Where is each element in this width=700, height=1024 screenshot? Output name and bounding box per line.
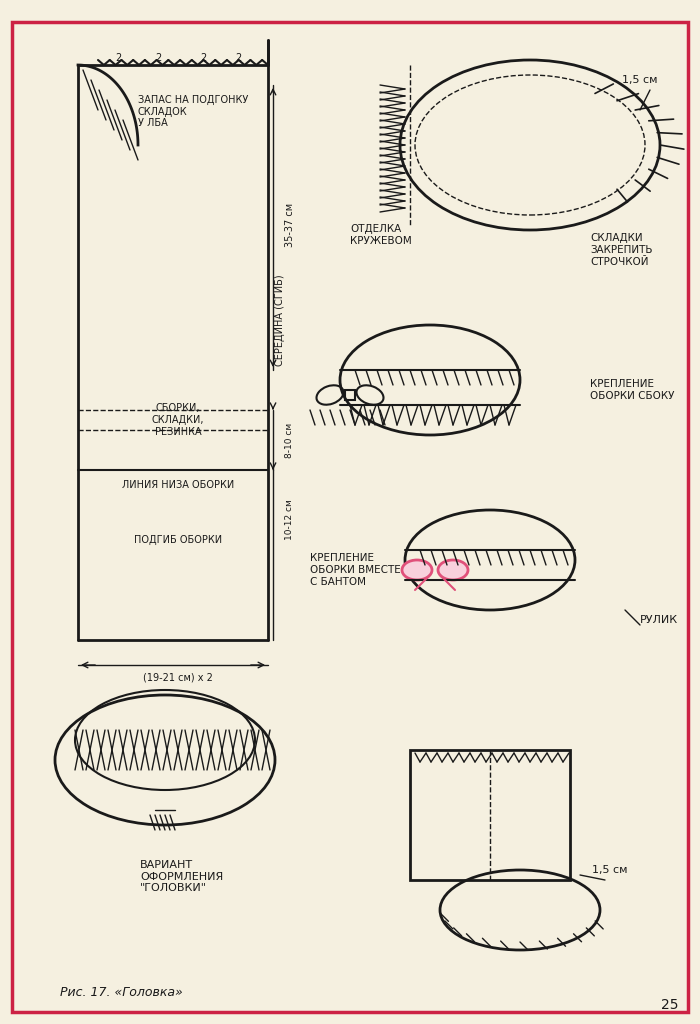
Ellipse shape xyxy=(402,560,432,580)
Text: ЗАПАС НА ПОДГОНКУ
СКЛАДОК
У ЛБА: ЗАПАС НА ПОДГОНКУ СКЛАДОК У ЛБА xyxy=(138,95,248,128)
Text: Рис. 17. «Головка»: Рис. 17. «Головка» xyxy=(60,985,183,998)
Text: РУЛИК: РУЛИК xyxy=(640,615,678,625)
Text: 1,5 см: 1,5 см xyxy=(592,865,628,874)
Text: 35-37 см: 35-37 см xyxy=(285,203,295,247)
Text: 8-10 см: 8-10 см xyxy=(286,422,295,458)
Text: 10-12 см: 10-12 см xyxy=(286,500,295,541)
Text: ЛИНИЯ НИЗА ОБОРКИ: ЛИНИЯ НИЗА ОБОРКИ xyxy=(122,480,234,490)
Text: 2: 2 xyxy=(200,53,206,63)
Text: ПОДГИБ ОБОРКИ: ПОДГИБ ОБОРКИ xyxy=(134,535,222,545)
Text: 1,5 см: 1,5 см xyxy=(622,75,658,85)
Text: 2: 2 xyxy=(115,53,121,63)
Text: СБОРКИ,
СКЛАДКИ,
РЕЗИНКА: СБОРКИ, СКЛАДКИ, РЕЗИНКА xyxy=(152,403,204,436)
Text: ОТДЕЛКА
КРУЖЕВОМ: ОТДЕЛКА КРУЖЕВОМ xyxy=(350,224,412,246)
Text: 25: 25 xyxy=(662,998,679,1012)
Text: ВАРИАНТ
ОФОРМЛЕНИЯ
"ГОЛОВКИ": ВАРИАНТ ОФОРМЛЕНИЯ "ГОЛОВКИ" xyxy=(140,860,223,893)
Text: (19-21 см) х 2: (19-21 см) х 2 xyxy=(143,672,213,682)
Text: СКЛАДКИ
ЗАКРЕПИТЬ
СТРОЧКОЙ: СКЛАДКИ ЗАКРЕПИТЬ СТРОЧКОЙ xyxy=(590,233,652,266)
Text: КРЕПЛЕНИЕ
ОБОРКИ СБОКУ: КРЕПЛЕНИЕ ОБОРКИ СБОКУ xyxy=(590,379,675,400)
Text: 2: 2 xyxy=(155,53,161,63)
Text: КРЕПЛЕНИЕ
ОБОРКИ ВМЕСТЕ
С БАНТОМ: КРЕПЛЕНИЕ ОБОРКИ ВМЕСТЕ С БАНТОМ xyxy=(310,553,400,587)
Text: 2: 2 xyxy=(235,53,241,63)
Bar xyxy=(345,390,355,400)
Text: СЕРЕДИНА (СГИБ): СЕРЕДИНА (СГИБ) xyxy=(275,274,285,366)
Bar xyxy=(410,750,570,880)
Ellipse shape xyxy=(438,560,468,580)
